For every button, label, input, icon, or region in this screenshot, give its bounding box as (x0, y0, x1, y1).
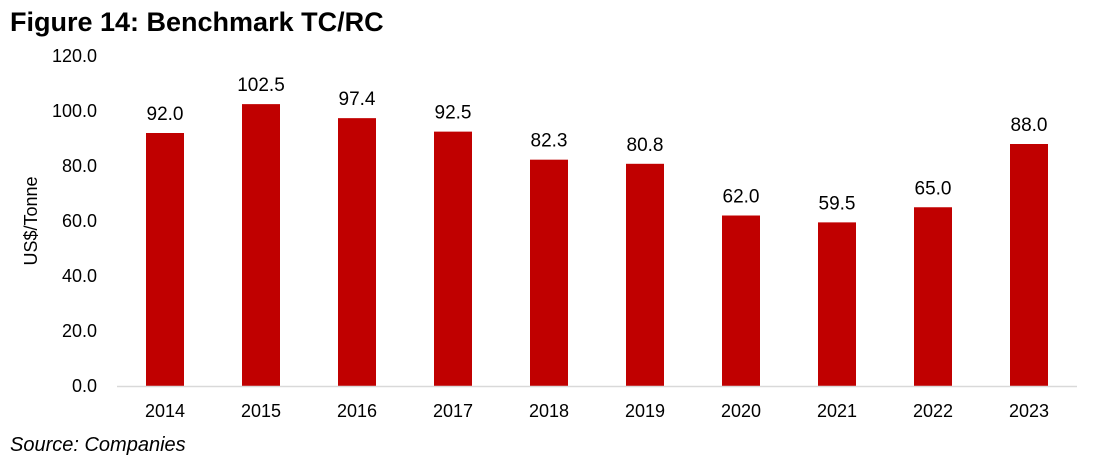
y-tick-label: 20.0 (62, 321, 97, 341)
data-label-2020: 62.0 (723, 187, 760, 208)
y-axis-label: US$/Tonne (21, 176, 41, 265)
data-label-2021: 59.5 (819, 193, 856, 214)
x-tick-label-2021: 2021 (817, 401, 857, 421)
y-axis-ticks: 0.0 20.0 40.0 60.0 80.0 100.0 120.0 (52, 46, 97, 396)
data-label-2016: 97.4 (339, 89, 376, 110)
x-tick-label-2020: 2020 (721, 401, 761, 421)
x-tick-label-2016: 2016 (337, 401, 377, 421)
data-label-2018: 82.3 (531, 131, 568, 152)
y-tick-label: 40.0 (62, 266, 97, 286)
y-tick-label: 120.0 (52, 46, 97, 66)
bar-2015 (242, 104, 280, 386)
x-tick-label-2018: 2018 (529, 401, 569, 421)
y-tick-label: 0.0 (72, 376, 97, 396)
y-tick-label: 60.0 (62, 211, 97, 231)
bar-2020 (722, 215, 760, 386)
bars: 92.0 102.5 97.4 92.5 82.3 80.8 62.0 59.5 65.0 88.… (146, 75, 1048, 387)
chart-title: Figure 14: Benchmark TC/RC (10, 7, 384, 37)
x-tick-label-2015: 2015 (241, 401, 281, 421)
bar-2021 (818, 222, 856, 386)
bar-2019 (626, 163, 664, 386)
data-label-2014: 92.0 (147, 104, 184, 125)
bar-2022 (914, 207, 952, 386)
x-tick-label-2017: 2017 (433, 401, 473, 421)
bar-2016 (338, 118, 376, 387)
bar-2014 (146, 133, 184, 386)
x-tick-label-2022: 2022 (913, 401, 953, 421)
data-label-2019: 80.8 (627, 135, 664, 156)
data-label-2015: 102.5 (237, 75, 285, 96)
source-note: Source: Companies (10, 434, 186, 456)
y-tick-label: 100.0 (52, 101, 97, 121)
bar-2017 (434, 131, 472, 386)
x-tick-label-2019: 2019 (625, 401, 665, 421)
x-tick-label-2014: 2014 (145, 401, 185, 421)
data-label-2017: 92.5 (435, 103, 472, 124)
x-tick-label-2023: 2023 (1009, 401, 1049, 421)
y-tick-label: 80.0 (62, 156, 97, 176)
bar-2023 (1010, 144, 1048, 386)
bar-2018 (530, 159, 568, 386)
x-axis-ticks: 2014 2015 2016 2017 2018 2019 2020 2021 2022 2023 (145, 401, 1049, 421)
data-label-2022: 65.0 (915, 178, 952, 199)
data-label-2023: 88.0 (1011, 115, 1048, 136)
